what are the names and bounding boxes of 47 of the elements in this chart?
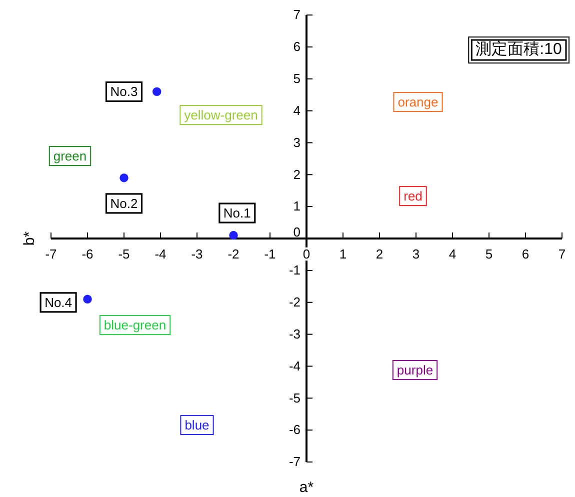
y-axis-title: b* [21,231,38,246]
annotation: red [404,188,422,204]
x-tick-label: 1 [339,246,347,262]
x-tick-label: 4 [448,246,456,262]
y-tick-label: -2 [288,294,300,310]
annotation: No.2 [110,196,138,211]
y-tick-label: 4 [293,102,300,118]
x-tick-label: 6 [522,246,530,262]
annotation: 測定面積:10 [476,40,562,58]
annotation: No.3 [110,84,138,100]
y-tick-label: -5 [288,390,300,406]
annotation: blue [184,418,210,433]
point [83,294,92,304]
x-tick-label: -1 [264,246,276,262]
annotation: No.4 [44,294,72,310]
annotation: blue-green [104,318,166,333]
y-tick-label: 3 [293,134,300,150]
point [120,173,128,182]
x-tick-label: 5 [485,246,493,262]
y-tick-label: -4 [288,358,300,374]
point [229,230,238,240]
y-tick-label: -1 [288,262,300,278]
annotation: No.1 [223,206,251,221]
y-tick-label: -6 [288,422,300,438]
x-tick-label: -2 [228,246,240,262]
x-tick-label: -5 [118,246,130,262]
annotation: yellow-green [184,108,258,123]
y-tick-label: -7 [288,454,300,470]
x-tick-label: 3 [412,246,420,262]
x-tick-label: -3 [191,246,203,262]
y-tick-label: 1 [293,198,300,214]
annotation: purple [396,362,434,378]
y-tick-label: 2 [293,166,300,182]
y-tick-label: 7 [293,7,300,22]
y-tick-label: 5 [293,71,300,86]
point [152,87,162,96]
y-tick-label: -3 [288,326,300,342]
x-tick-label: -6 [82,246,94,262]
y-tick-label: 0 [293,224,300,240]
annotation: orange [398,94,438,110]
x-tick-label: 7 [558,246,566,262]
x-axis-title: a* [299,479,314,496]
x-tick-label: 2 [376,246,384,262]
annotation: green [53,148,87,164]
x-tick-label: -7 [45,246,57,262]
y-tick-label: 6 [293,39,300,54]
x-tick-label: -4 [154,246,166,262]
